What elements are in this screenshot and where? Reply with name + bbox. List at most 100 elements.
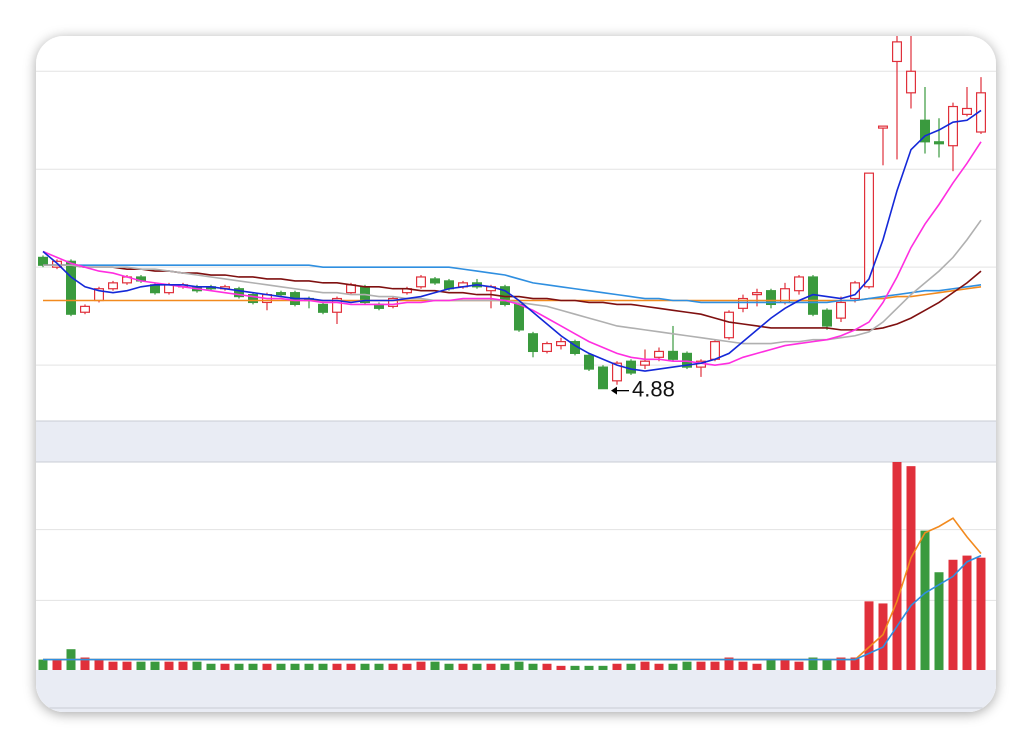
volume-bar bbox=[528, 663, 538, 670]
volume-bar bbox=[178, 661, 188, 670]
volume-bar bbox=[458, 663, 468, 670]
candle-body bbox=[891, 41, 902, 63]
candle-body bbox=[625, 360, 636, 374]
volume-bar bbox=[206, 663, 216, 670]
volume-bar bbox=[276, 663, 286, 670]
volume-bar bbox=[290, 663, 300, 670]
candle-body bbox=[65, 260, 76, 315]
volume-bar bbox=[542, 663, 552, 670]
candle-body bbox=[723, 311, 734, 339]
volume-panel bbox=[36, 462, 996, 670]
volume-bar bbox=[122, 661, 132, 670]
candle-body bbox=[975, 92, 986, 133]
volume-bar bbox=[430, 661, 440, 670]
candle-body bbox=[611, 362, 622, 382]
volume-bar bbox=[626, 663, 636, 670]
volume-bar bbox=[976, 557, 986, 670]
volume-bar bbox=[920, 530, 930, 670]
volume-bar bbox=[556, 665, 566, 670]
volume-bar bbox=[640, 661, 650, 670]
volume-bar bbox=[864, 601, 874, 670]
moving-average-line bbox=[43, 554, 982, 661]
volume-bar bbox=[192, 661, 202, 670]
candle-body bbox=[653, 350, 664, 358]
candle-body bbox=[583, 354, 594, 370]
candle-body bbox=[276, 292, 287, 296]
candle-body bbox=[388, 297, 399, 307]
candle-body bbox=[79, 305, 90, 313]
volume-bar bbox=[948, 559, 958, 670]
candle-body bbox=[416, 276, 427, 288]
volume-bar bbox=[108, 661, 118, 670]
candle-body bbox=[667, 350, 678, 360]
volume-bar bbox=[416, 661, 426, 670]
card-background bbox=[36, 36, 996, 712]
candle-body bbox=[527, 333, 538, 353]
candle-body bbox=[751, 292, 762, 296]
volume-bar bbox=[318, 663, 328, 670]
annotations: 4.88 bbox=[611, 376, 675, 401]
separator-band bbox=[36, 421, 996, 462]
volume-bar bbox=[150, 661, 160, 670]
volume-bar bbox=[332, 663, 342, 670]
candle-body bbox=[933, 141, 944, 145]
volume-bar bbox=[766, 659, 776, 670]
volume-bar bbox=[738, 661, 748, 670]
volume-bar bbox=[682, 661, 692, 670]
volume-bar bbox=[94, 659, 104, 670]
volume-bar bbox=[878, 603, 888, 670]
candle-body bbox=[793, 276, 804, 292]
candle-body bbox=[37, 256, 48, 266]
candle-body bbox=[639, 360, 650, 366]
candle-body bbox=[332, 297, 343, 313]
candle-body bbox=[919, 119, 930, 143]
candle-body bbox=[541, 342, 552, 353]
volume-bar bbox=[388, 663, 398, 670]
volume-bar bbox=[136, 661, 146, 670]
volume-bar bbox=[402, 663, 412, 670]
moving-average-line bbox=[42, 141, 982, 366]
volume-bar bbox=[710, 661, 720, 670]
volume-bar bbox=[570, 665, 580, 670]
low-price-label: 4.88 bbox=[632, 376, 675, 401]
volume-bar bbox=[724, 657, 734, 670]
volume-bar bbox=[304, 663, 314, 670]
candle-body bbox=[961, 107, 972, 115]
candle-body bbox=[318, 303, 329, 313]
volume-bar bbox=[612, 663, 622, 670]
volume-bar bbox=[248, 663, 258, 670]
volume-bar bbox=[52, 659, 62, 670]
volume-bar bbox=[822, 659, 832, 670]
volume-bar bbox=[906, 466, 916, 670]
candle-body bbox=[107, 282, 118, 290]
volume-bar bbox=[374, 663, 384, 670]
candle-body bbox=[681, 352, 692, 368]
moving-average-line bbox=[43, 285, 982, 302]
candle-body bbox=[248, 294, 259, 304]
volume-bar bbox=[38, 659, 48, 670]
price-panel bbox=[36, 36, 996, 390]
volume-bar bbox=[794, 661, 804, 670]
volume-bar bbox=[360, 663, 370, 670]
candle-body bbox=[513, 303, 524, 331]
candle-body bbox=[555, 341, 566, 347]
candle-body bbox=[947, 105, 958, 147]
candle-body bbox=[737, 297, 748, 309]
volume-bar bbox=[654, 663, 664, 670]
volume-bar bbox=[668, 663, 678, 670]
candle-body bbox=[430, 278, 441, 284]
volume-bar bbox=[346, 663, 356, 670]
volume-bar bbox=[164, 661, 174, 670]
volume-bar bbox=[598, 665, 608, 670]
volume-bar bbox=[220, 663, 230, 670]
volume-bar bbox=[500, 663, 510, 670]
volume-bar bbox=[472, 663, 482, 670]
volume-bar bbox=[262, 663, 272, 670]
volume-bar bbox=[962, 555, 972, 670]
volume-bar bbox=[836, 657, 846, 670]
candle-body bbox=[597, 366, 608, 390]
volume-bar bbox=[486, 663, 496, 670]
volume-bar bbox=[850, 657, 860, 670]
